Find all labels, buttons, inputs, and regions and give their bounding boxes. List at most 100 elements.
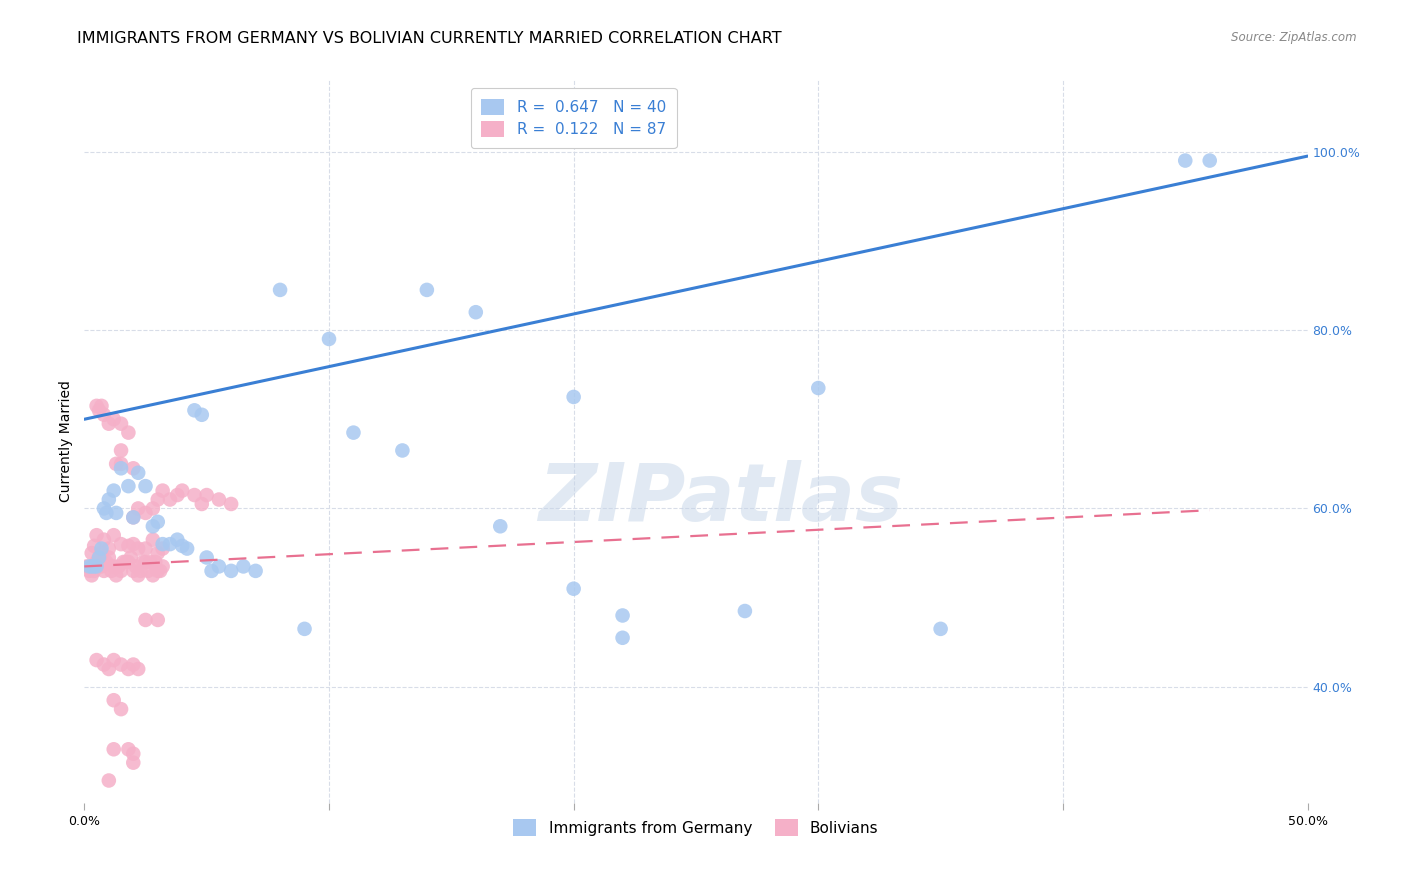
Point [195,488,218,502]
Point [87,559,110,574]
Point [219,497,242,511]
Point [117,662,139,676]
Point [1174,153,1197,168]
Point [117,555,139,569]
Point [110,537,132,551]
Point [105,457,128,471]
Point [195,550,218,565]
Point [122,510,145,524]
Point [97,541,120,556]
Point [734,604,756,618]
Point [127,662,149,676]
Point [90,559,112,574]
Point [80,546,103,560]
Point [97,662,120,676]
Point [464,305,486,319]
Point [93,408,115,422]
Point [103,693,125,707]
Point [146,515,169,529]
Point [115,555,138,569]
Point [342,425,364,440]
Point [391,443,413,458]
Point [86,559,108,574]
Point [152,483,174,498]
Point [219,564,242,578]
Point [142,501,165,516]
Point [103,412,125,426]
Point [152,559,174,574]
Point [191,497,214,511]
Point [132,555,155,569]
Point [93,501,115,516]
Point [183,488,205,502]
Point [143,555,166,569]
Point [87,550,110,565]
Point [96,506,118,520]
Point [245,564,267,578]
Point [176,541,198,556]
Point [86,528,108,542]
Point [93,533,115,547]
Point [149,564,172,578]
Point [142,533,165,547]
Point [159,492,181,507]
Point [103,742,125,756]
Point [103,528,125,542]
Point [122,461,145,475]
Point [125,559,148,574]
Point [1198,153,1220,168]
Point [146,564,169,578]
Point [76,559,98,574]
Point [159,537,181,551]
Y-axis label: Currently Married: Currently Married [59,381,73,502]
Point [191,408,214,422]
Point [146,613,169,627]
Point [122,537,145,551]
Point [416,283,439,297]
Point [97,417,120,431]
Point [139,555,162,569]
Point [318,332,340,346]
Text: ZIPatlas: ZIPatlas [538,460,903,539]
Point [172,539,194,553]
Point [110,702,132,716]
Point [135,613,157,627]
Point [135,506,157,520]
Point [80,559,103,574]
Point [807,381,830,395]
Point [122,657,145,672]
Point [83,559,105,574]
Point [96,555,118,569]
Point [110,443,132,458]
Point [152,541,174,556]
Point [612,608,634,623]
Point [562,390,585,404]
Point [110,564,132,578]
Point [172,483,194,498]
Point [86,399,108,413]
Point [142,568,165,582]
Point [110,657,132,672]
Point [929,622,952,636]
Point [120,550,142,565]
Point [135,541,157,556]
Point [200,564,222,578]
Point [90,541,112,556]
Point [489,519,512,533]
Point [127,541,149,556]
Point [105,506,128,520]
Legend: Immigrants from Germany, Bolivians: Immigrants from Germany, Bolivians [508,814,884,842]
Point [105,568,128,582]
Point [122,756,145,770]
Point [107,559,129,574]
Point [87,550,110,565]
Point [127,501,149,516]
Point [110,417,132,431]
Point [127,466,149,480]
Point [117,742,139,756]
Text: Source: ZipAtlas.com: Source: ZipAtlas.com [1232,31,1357,45]
Point [90,546,112,560]
Point [80,568,103,582]
Point [77,564,100,578]
Point [127,568,149,582]
